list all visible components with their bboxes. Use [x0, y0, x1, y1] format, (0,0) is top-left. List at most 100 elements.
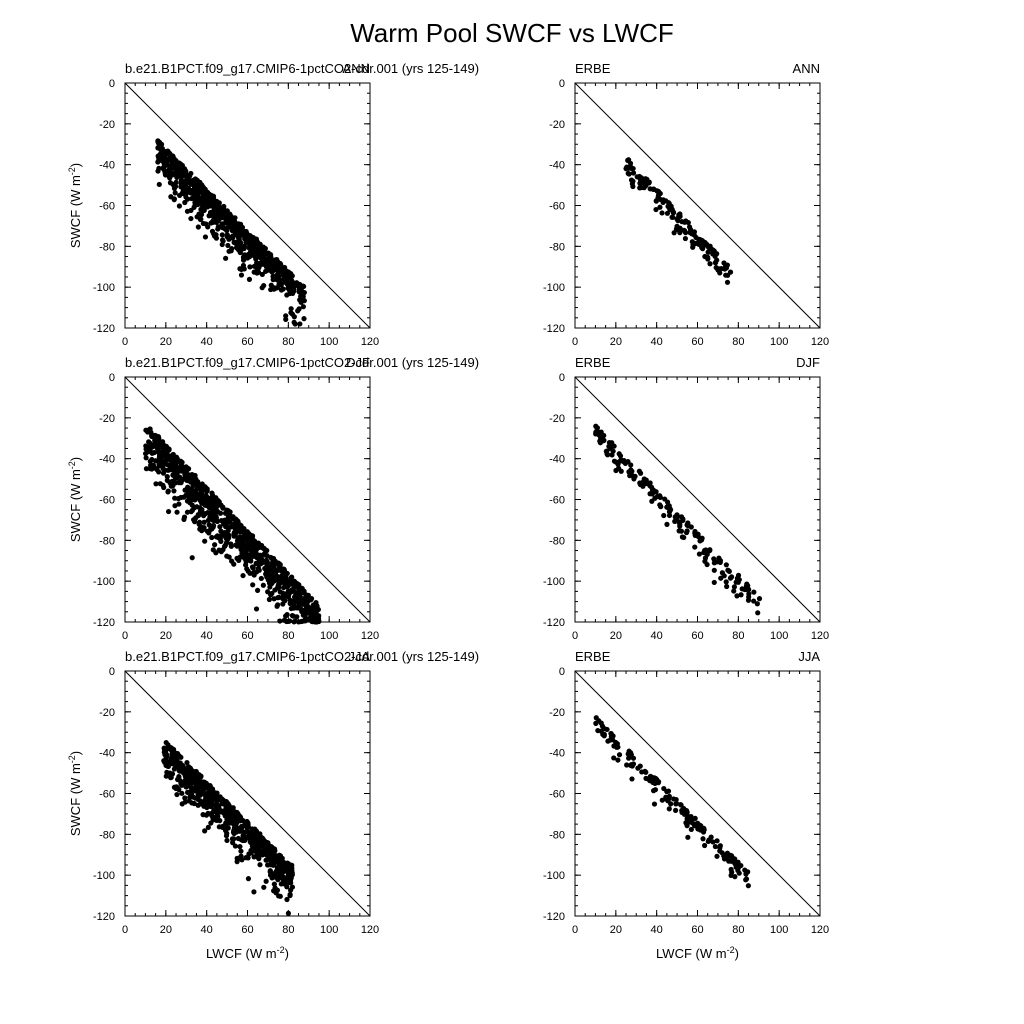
data-point	[597, 438, 603, 444]
data-point	[243, 855, 249, 861]
data-point	[657, 204, 663, 210]
data-point	[173, 170, 179, 176]
data-point	[154, 466, 160, 473]
y-tick-label: -40	[549, 454, 565, 466]
x-tick-label: 60	[241, 630, 253, 642]
data-point	[237, 844, 243, 850]
data-point	[711, 556, 717, 562]
data-point	[163, 161, 170, 167]
data-point	[208, 820, 214, 826]
data-point	[275, 864, 281, 871]
data-point	[259, 852, 265, 858]
data-point	[169, 478, 175, 484]
reference-line	[574, 376, 821, 623]
data-point	[697, 822, 703, 828]
data-point	[263, 857, 269, 863]
x-tick-label: 100	[770, 630, 788, 642]
data-point	[229, 233, 236, 239]
data-point	[170, 451, 176, 458]
data-point	[283, 316, 289, 322]
data-point	[223, 216, 229, 222]
data-point	[182, 199, 188, 206]
scatter-panel: 0 20 40 60 80 100 120 0 -20 -40 -60 -80 -100 -120 ERBE…	[543, 61, 829, 348]
data-point	[254, 270, 260, 276]
data-point	[159, 145, 165, 152]
data-point	[268, 286, 274, 293]
data-point	[200, 526, 206, 532]
data-point	[246, 276, 253, 282]
data-point	[205, 824, 211, 831]
data-point	[725, 567, 731, 573]
data-point	[163, 754, 169, 761]
y-tick-label: -80	[549, 829, 565, 841]
data-point	[755, 610, 761, 616]
data-point	[230, 805, 236, 811]
data-point	[710, 839, 716, 845]
data-point	[202, 799, 208, 805]
data-point	[738, 592, 744, 598]
data-point	[692, 815, 698, 821]
y-tick-label: -60	[549, 789, 565, 801]
data-point	[617, 453, 624, 459]
data-point	[278, 267, 284, 273]
data-point	[280, 874, 286, 880]
data-point	[293, 593, 299, 600]
data-point	[195, 782, 201, 788]
data-point	[611, 743, 617, 749]
data-point	[184, 472, 191, 478]
data-point	[252, 839, 258, 846]
data-point	[288, 880, 294, 886]
data-point	[225, 525, 231, 531]
data-point	[615, 757, 621, 763]
data-point	[219, 221, 225, 227]
data-point	[298, 606, 304, 612]
y-tick-label: -20	[99, 119, 115, 131]
data-point	[157, 462, 163, 468]
data-point	[201, 803, 207, 809]
data-point	[685, 521, 691, 527]
data-point	[247, 249, 254, 255]
y-tick-label: -40	[99, 748, 115, 760]
data-point	[251, 889, 257, 895]
data-point	[219, 531, 225, 537]
data-point	[207, 510, 213, 516]
scatter-panel: 0 20 40 60 80 100 120 0 -20 -40 -60 -80 -100 -120 b.e2…	[67, 355, 479, 642]
data-point	[247, 547, 254, 553]
data-point	[629, 763, 635, 769]
data-point	[225, 825, 231, 831]
x-tick-label: 100	[320, 630, 338, 642]
data-point	[267, 868, 273, 874]
data-point	[594, 425, 600, 432]
data-point	[213, 550, 219, 556]
x-tick-label: 20	[610, 630, 622, 642]
data-point	[275, 877, 281, 883]
data-point	[666, 806, 672, 812]
data-point	[305, 603, 311, 609]
data-point	[655, 192, 662, 198]
data-point	[245, 568, 251, 574]
data-point	[676, 528, 682, 534]
x-tick-label: 0	[572, 924, 578, 936]
data-point	[207, 194, 214, 200]
data-point	[268, 555, 275, 561]
data-point	[222, 801, 228, 807]
data-point	[705, 838, 711, 845]
y-tick-label: -40	[99, 454, 115, 466]
data-point	[625, 157, 631, 163]
data-point	[290, 285, 296, 291]
x-tick-label: 20	[610, 924, 622, 936]
data-point	[676, 212, 682, 218]
data-point	[653, 777, 659, 783]
data-point	[593, 715, 599, 721]
data-point	[696, 551, 703, 557]
data-point	[265, 842, 271, 848]
y-tick-label: -120	[93, 323, 115, 335]
data-point	[197, 179, 203, 185]
data-point	[224, 837, 230, 844]
data-point	[278, 567, 284, 574]
data-point	[202, 828, 208, 834]
data-point	[164, 769, 170, 775]
data-point	[233, 226, 239, 232]
data-point	[712, 253, 718, 259]
data-point	[713, 260, 719, 266]
